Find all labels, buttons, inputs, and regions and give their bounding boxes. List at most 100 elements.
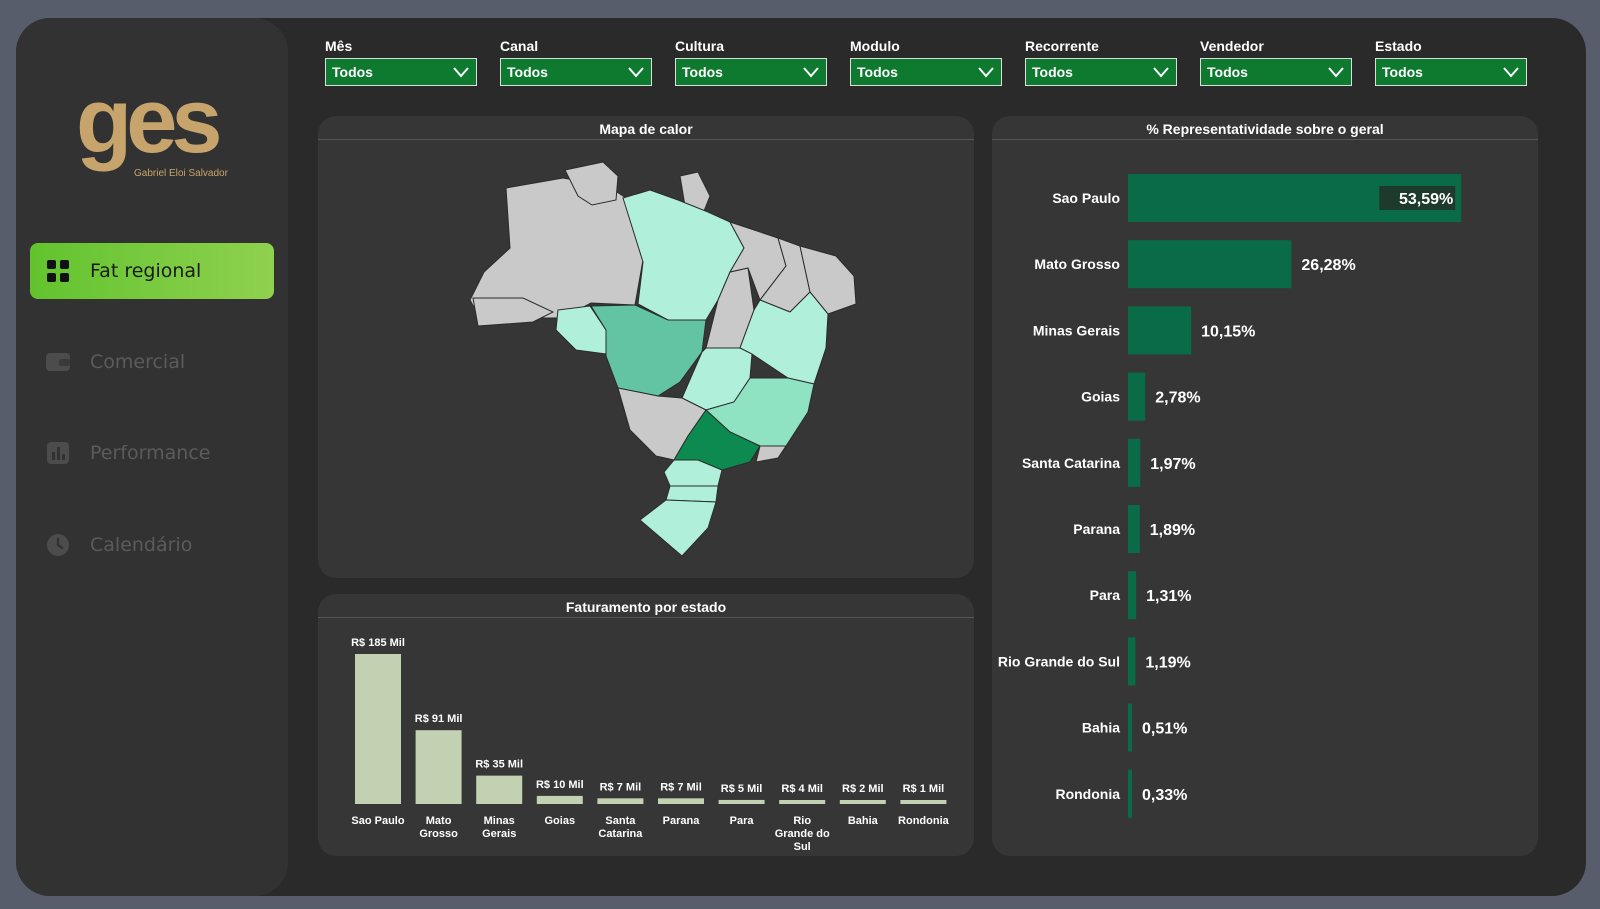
revenue-bar[interactable] bbox=[839, 800, 886, 804]
map-state-santa-catarina[interactable] bbox=[665, 485, 719, 503]
share-bar[interactable] bbox=[1128, 438, 1141, 487]
revenue-category-label: Grosso bbox=[419, 828, 458, 840]
share-bar[interactable] bbox=[1128, 372, 1146, 421]
share-bar[interactable] bbox=[1128, 505, 1140, 553]
filter-value: Todos bbox=[1032, 64, 1073, 80]
share-value-label-bg bbox=[1379, 186, 1456, 210]
filter-vendedor: Vendedor Todos bbox=[1200, 36, 1352, 86]
nav-item-comercial[interactable]: Comercial bbox=[30, 334, 274, 390]
share-value-label: 1,89% bbox=[1150, 522, 1195, 539]
filter-value: Todos bbox=[682, 64, 723, 80]
revenue-value-label: R$ 7 Mil bbox=[600, 781, 642, 793]
revenue-bar[interactable] bbox=[415, 730, 462, 804]
revenue-value-label: R$ 185 Mil bbox=[351, 637, 405, 649]
filter-dropdown[interactable]: Todos bbox=[325, 58, 477, 86]
revenue-value-label: R$ 5 Mil bbox=[721, 783, 763, 795]
map-state-roraima[interactable] bbox=[564, 161, 619, 206]
chevron-down-icon bbox=[978, 67, 994, 78]
revenue-category-label: Minas bbox=[484, 815, 515, 827]
revenue-category-label: Rondonia bbox=[898, 815, 950, 827]
share-category-label: Para bbox=[1090, 587, 1121, 603]
share-bar[interactable] bbox=[1128, 306, 1192, 355]
brand-logo: ges Gabriel Eloi Salvador bbox=[76, 70, 229, 179]
revenue-value-label: R$ 2 Mil bbox=[842, 783, 884, 795]
filter-label: Canal bbox=[500, 38, 539, 54]
share-category-label: Mato Grosso bbox=[1034, 256, 1120, 272]
revenue-value-label: R$ 10 Mil bbox=[536, 779, 584, 791]
logo-subtitle: Gabriel Eloi Salvador bbox=[134, 168, 229, 179]
share-bar-chart: Sao Paulo 53,59% Mato Grosso 26,28% Minas Ge… bbox=[998, 174, 1462, 818]
revenue-category-label: Para bbox=[730, 815, 755, 827]
filter-value: Todos bbox=[1382, 64, 1423, 80]
filter-dropdown[interactable]: Todos bbox=[850, 58, 1002, 86]
revenue-category-label: Sao Paulo bbox=[351, 815, 404, 827]
revenue-category-label: Rio bbox=[793, 815, 811, 827]
share-chart-title: % Representatividade sobre o geral bbox=[992, 118, 1538, 140]
filter-dropdown[interactable]: Todos bbox=[1200, 58, 1352, 86]
filter-value: Todos bbox=[1207, 64, 1248, 80]
share-value-label: 1,31% bbox=[1146, 588, 1191, 605]
share-category-label: Rondonia bbox=[1055, 786, 1120, 802]
grid-icon bbox=[44, 257, 72, 285]
dashboard-frame: ges Gabriel Eloi Salvador Fat regional C… bbox=[16, 18, 1586, 896]
filter-modulo: Modulo Todos bbox=[850, 36, 1002, 86]
map-state-rio-de-janeiro[interactable] bbox=[755, 445, 787, 463]
nav-item-performance[interactable]: Performance bbox=[30, 425, 274, 481]
filter-cultura: Cultura Todos bbox=[675, 36, 827, 86]
filter-canal: Canal Todos bbox=[500, 36, 652, 86]
revenue-value-label: R$ 7 Mil bbox=[660, 781, 702, 793]
filter-dropdown[interactable]: Todos bbox=[500, 58, 652, 86]
filter-value: Todos bbox=[857, 64, 898, 80]
filter-label: Cultura bbox=[675, 38, 724, 54]
filter-label: Estado bbox=[1375, 38, 1422, 54]
share-category-label: Parana bbox=[1073, 521, 1120, 537]
share-category-label: Minas Gerais bbox=[1033, 322, 1120, 338]
revenue-bar[interactable] bbox=[355, 654, 401, 804]
nav-item-calendario[interactable]: Calendário bbox=[30, 517, 274, 573]
revenue-bar[interactable] bbox=[779, 800, 826, 804]
share-value-label: 2,78% bbox=[1155, 390, 1200, 407]
share-bar[interactable] bbox=[1128, 703, 1132, 752]
filter-dropdown[interactable]: Todos bbox=[675, 58, 827, 86]
revenue-bar[interactable] bbox=[536, 795, 583, 804]
chevron-down-icon bbox=[453, 67, 469, 78]
filter-dropdown[interactable]: Todos bbox=[1375, 58, 1527, 86]
map-state-acre[interactable] bbox=[472, 297, 555, 327]
nav-label: Performance bbox=[90, 442, 211, 464]
revenue-bar[interactable] bbox=[900, 800, 947, 804]
share-category-label: Santa Catarina bbox=[1022, 455, 1120, 471]
sidebar: ges Gabriel Eloi Salvador Fat regional C… bbox=[16, 18, 288, 896]
share-chart-panel: % Representatividade sobre o geral Sao P… bbox=[992, 116, 1538, 856]
revenue-bar[interactable] bbox=[718, 799, 765, 804]
share-value-label: 26,28% bbox=[1301, 257, 1355, 274]
filter-label: Recorrente bbox=[1025, 38, 1099, 54]
revenue-category-label: Bahia bbox=[848, 815, 879, 827]
share-bar[interactable] bbox=[1128, 571, 1137, 620]
revenue-bar[interactable] bbox=[597, 798, 644, 804]
revenue-category-label: Gerais bbox=[482, 828, 516, 840]
share-bar[interactable] bbox=[1128, 769, 1132, 818]
logo-text: ges bbox=[76, 70, 219, 172]
share-category-label: Rio Grande do Sul bbox=[998, 653, 1120, 669]
share-value-label: 0,51% bbox=[1142, 721, 1187, 738]
revenue-bar[interactable] bbox=[658, 798, 704, 804]
revenue-bar[interactable] bbox=[476, 775, 523, 804]
share-bar[interactable] bbox=[1128, 637, 1136, 686]
revenue-chart-panel: Faturamento por estado R$ 185 Mil Sao Pau… bbox=[318, 594, 974, 856]
chevron-down-icon bbox=[628, 67, 644, 78]
bar-chart-icon bbox=[44, 439, 72, 467]
share-bar[interactable] bbox=[1128, 240, 1292, 289]
nav-item-fat-regional[interactable]: Fat regional bbox=[30, 243, 274, 299]
share-category-label: Sao Paulo bbox=[1052, 190, 1120, 206]
map-state-rio-grande-do-sul[interactable] bbox=[639, 499, 717, 557]
filter-dropdown[interactable]: Todos bbox=[1025, 58, 1177, 86]
map-state-mato-grosso[interactable] bbox=[590, 304, 707, 397]
revenue-category-label: Grande do bbox=[775, 828, 830, 840]
filter-recorrente: Recorrente Todos bbox=[1025, 36, 1177, 86]
wallet-icon bbox=[44, 348, 72, 376]
share-value-label: 10,15% bbox=[1201, 323, 1255, 340]
nav-label: Calendário bbox=[90, 534, 193, 556]
filter-value: Todos bbox=[507, 64, 548, 80]
revenue-category-label: Catarina bbox=[598, 828, 643, 840]
map-panel: Mapa de calor bbox=[318, 116, 974, 578]
